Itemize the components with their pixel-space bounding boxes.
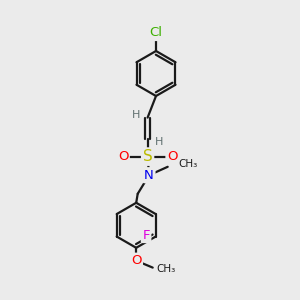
Text: O: O	[131, 254, 142, 267]
Text: S: S	[143, 149, 152, 164]
Text: F: F	[142, 229, 150, 242]
Text: O: O	[118, 150, 128, 163]
Text: Cl: Cl	[149, 26, 163, 40]
Text: O: O	[167, 150, 178, 163]
Text: H: H	[132, 110, 140, 120]
Text: N: N	[144, 169, 154, 182]
Text: H: H	[155, 136, 163, 147]
Text: CH₃: CH₃	[156, 264, 176, 274]
Text: CH₃: CH₃	[178, 159, 197, 170]
